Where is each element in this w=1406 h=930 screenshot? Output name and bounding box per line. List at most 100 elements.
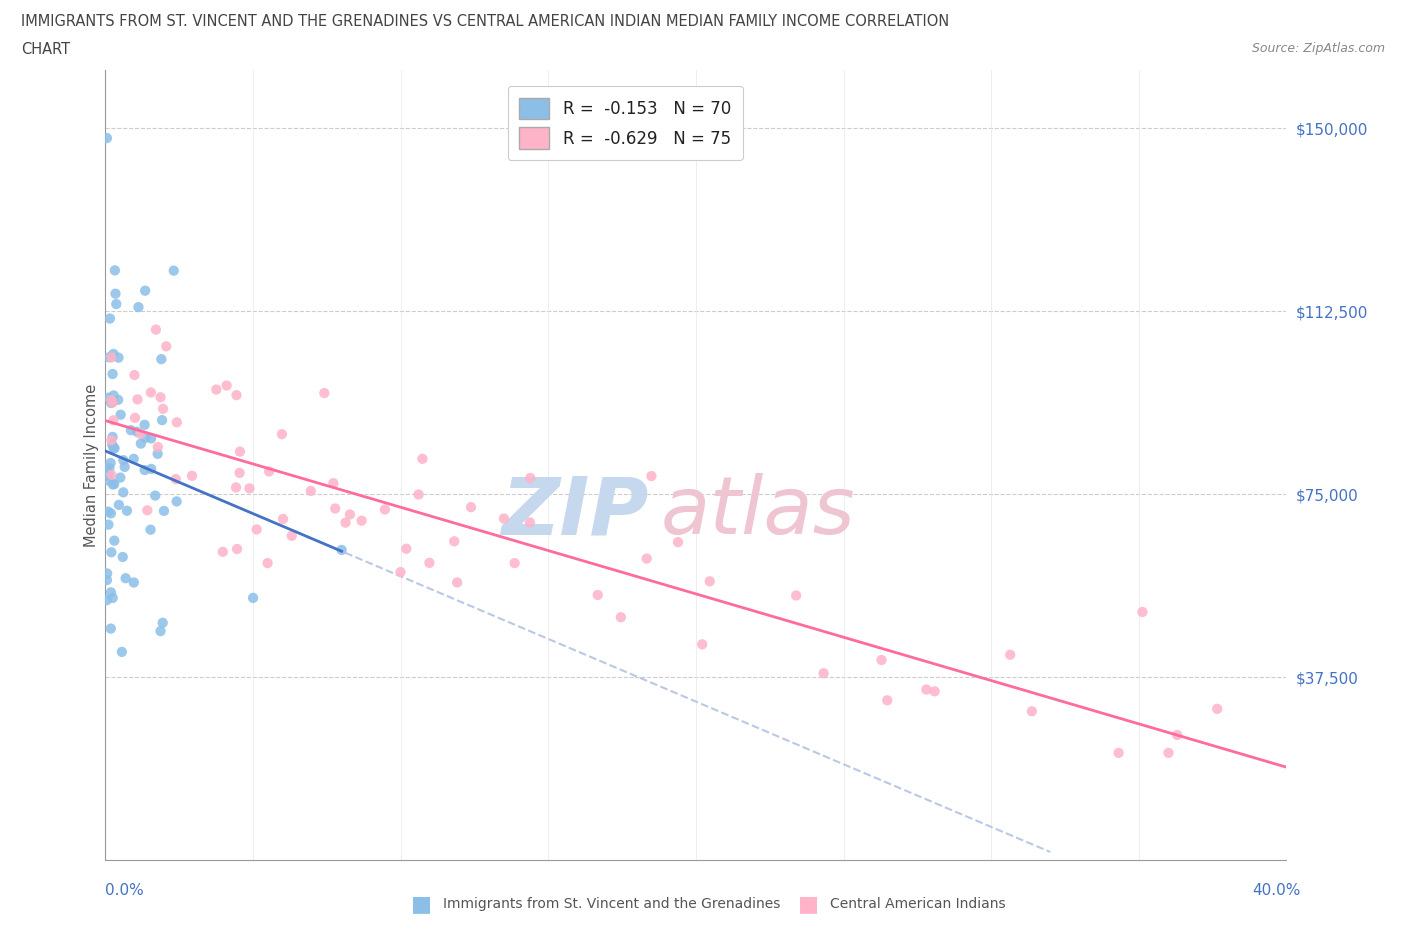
Point [101,591,124,605]
Point [100,392,122,407]
Point [139,523,162,538]
Point [690,637,713,652]
Point [152,616,174,631]
Point [97,391,120,405]
Point [443,534,465,549]
Text: ■: ■ [799,894,818,914]
Point [122,575,145,590]
Point [636,551,658,566]
Point [150,352,173,366]
Text: atlas: atlas [661,473,855,551]
Point [104,286,127,301]
Point [924,684,946,698]
Point [256,555,278,570]
Y-axis label: Median Family Income: Median Family Income [83,383,98,547]
Point [97,504,120,519]
Point [460,499,482,514]
Text: 0.0%: 0.0% [105,884,145,898]
Point [876,693,898,708]
Point [110,471,132,485]
Point [322,476,344,491]
Point [228,465,250,480]
Point [503,555,526,570]
Point [104,263,127,278]
Point [96,592,118,607]
Point [101,437,124,452]
Point [101,430,124,445]
Point [610,610,633,625]
Point [100,432,122,447]
Point [666,535,689,550]
Point [1132,604,1154,619]
Point [281,528,304,543]
Point [112,485,135,499]
Point [141,461,163,476]
Point [96,461,118,476]
Text: 40.0%: 40.0% [1253,884,1301,898]
Point [225,388,247,403]
Point [108,498,131,512]
Point [446,575,468,590]
Point [270,427,292,442]
Point [120,423,142,438]
Point [389,565,412,579]
Point [125,424,148,439]
Point [146,440,169,455]
Point [98,468,121,483]
Point [586,588,609,603]
Point [350,513,373,528]
Point [225,480,247,495]
Point [101,477,124,492]
Point [323,501,346,516]
Point [103,413,125,428]
Point [129,426,152,441]
Point [145,322,167,337]
Point [314,386,336,401]
Point [166,494,188,509]
Point [257,464,280,479]
Point [335,515,357,530]
Point [100,395,122,410]
Point [519,471,541,485]
Text: Source: ZipAtlas.com: Source: ZipAtlas.com [1251,42,1385,55]
Point [101,395,124,410]
Point [215,379,238,393]
Point [246,522,269,537]
Point [110,407,132,422]
Point [129,436,152,451]
Point [181,469,204,484]
Point [699,574,721,589]
Point [127,392,149,406]
Point [149,390,172,405]
Legend: R =  -0.153   N = 70, R =  -0.629   N = 75: R = -0.153 N = 70, R = -0.629 N = 75 [508,86,742,161]
Point [103,476,125,491]
Point [127,299,149,314]
Point [271,512,294,526]
Text: CHART: CHART [21,42,70,57]
Point [155,339,177,353]
Point [153,503,176,518]
Point [124,410,146,425]
Point [111,644,134,659]
Point [136,503,159,518]
Text: Immigrants from St. Vincent and the Grenadines: Immigrants from St. Vincent and the Gren… [443,897,780,911]
Point [998,647,1021,662]
Point [134,418,156,432]
Point [152,402,174,417]
Point [107,351,129,365]
Point [139,385,162,400]
Point [111,550,134,565]
Point [100,468,122,483]
Point [143,488,166,503]
Point [238,481,260,496]
Point [103,441,125,456]
Point [96,130,118,145]
Point [299,484,322,498]
Point [100,585,122,600]
Point [165,472,187,486]
Point [395,541,418,556]
Point [101,393,124,408]
Point [640,469,662,484]
Point [100,621,122,636]
Text: IMMIGRANTS FROM ST. VINCENT AND THE GRENADINES VS CENTRAL AMERICAN INDIAN MEDIAN: IMMIGRANTS FROM ST. VINCENT AND THE GREN… [21,14,949,29]
